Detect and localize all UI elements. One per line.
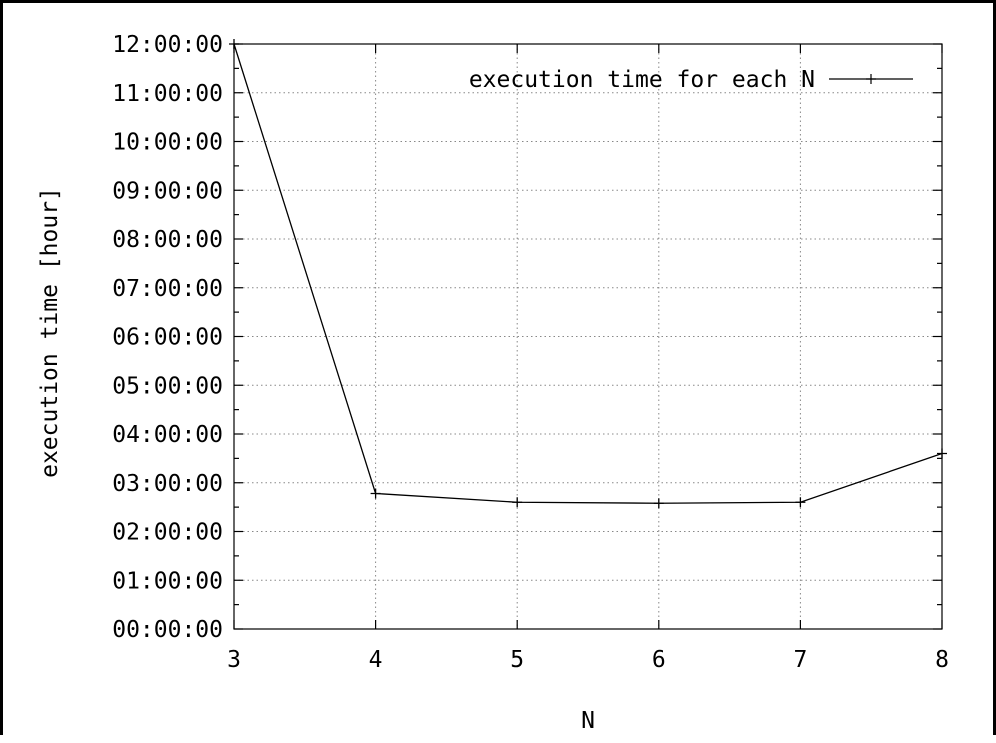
data-point xyxy=(937,448,947,459)
y-tick-label: 01:00:00 xyxy=(112,568,223,594)
y-tick-labels: 00:00:00 01:00:00 02:00:00 03:00:00 04:00:00… xyxy=(112,32,223,643)
y-axis-label: execution time [hour] xyxy=(37,187,63,478)
x-tick-label: 7 xyxy=(793,647,807,673)
x-tick-labels: 3 4 5 6 7 8 xyxy=(227,647,949,673)
data-point xyxy=(512,497,523,508)
y-tick-label: 00:00:00 xyxy=(112,617,223,643)
y-tick-label: 04:00:00 xyxy=(112,422,223,448)
y-tick-label: 05:00:00 xyxy=(112,373,223,399)
tick-marks xyxy=(233,43,943,630)
line-chart: 00:00:00 01:00:00 02:00:00 03:00:00 04:00:00… xyxy=(37,32,949,734)
legend-label: execution time for each N xyxy=(469,67,815,93)
x-axis-label: N xyxy=(581,708,595,734)
data-point xyxy=(795,497,806,508)
data-point xyxy=(370,488,381,499)
y-tick-label: 07:00:00 xyxy=(112,276,223,302)
x-tick-label: 8 xyxy=(935,647,949,673)
y-tick-label: 10:00:00 xyxy=(112,130,223,156)
x-tick-label: 5 xyxy=(510,647,524,673)
x-tick-label: 3 xyxy=(227,647,241,673)
legend-marker xyxy=(866,74,876,84)
y-tick-label: 02:00:00 xyxy=(112,520,223,546)
y-tick-label: 11:00:00 xyxy=(112,81,223,107)
data-point xyxy=(229,39,239,49)
x-tick-label: 6 xyxy=(652,647,666,673)
plot-border xyxy=(233,43,943,630)
y-tick-label: 09:00:00 xyxy=(112,178,223,204)
legend: execution time for each N xyxy=(469,67,913,93)
x-tick-label: 4 xyxy=(369,647,383,673)
data-point xyxy=(653,498,664,509)
y-tick-label: 06:00:00 xyxy=(112,325,223,351)
series-line xyxy=(233,43,943,504)
y-tick-label: 12:00:00 xyxy=(112,32,223,58)
y-tick-label: 08:00:00 xyxy=(112,227,223,253)
series-layer xyxy=(229,39,947,509)
y-tick-label: 03:00:00 xyxy=(112,471,223,497)
grid-lines xyxy=(234,44,942,629)
